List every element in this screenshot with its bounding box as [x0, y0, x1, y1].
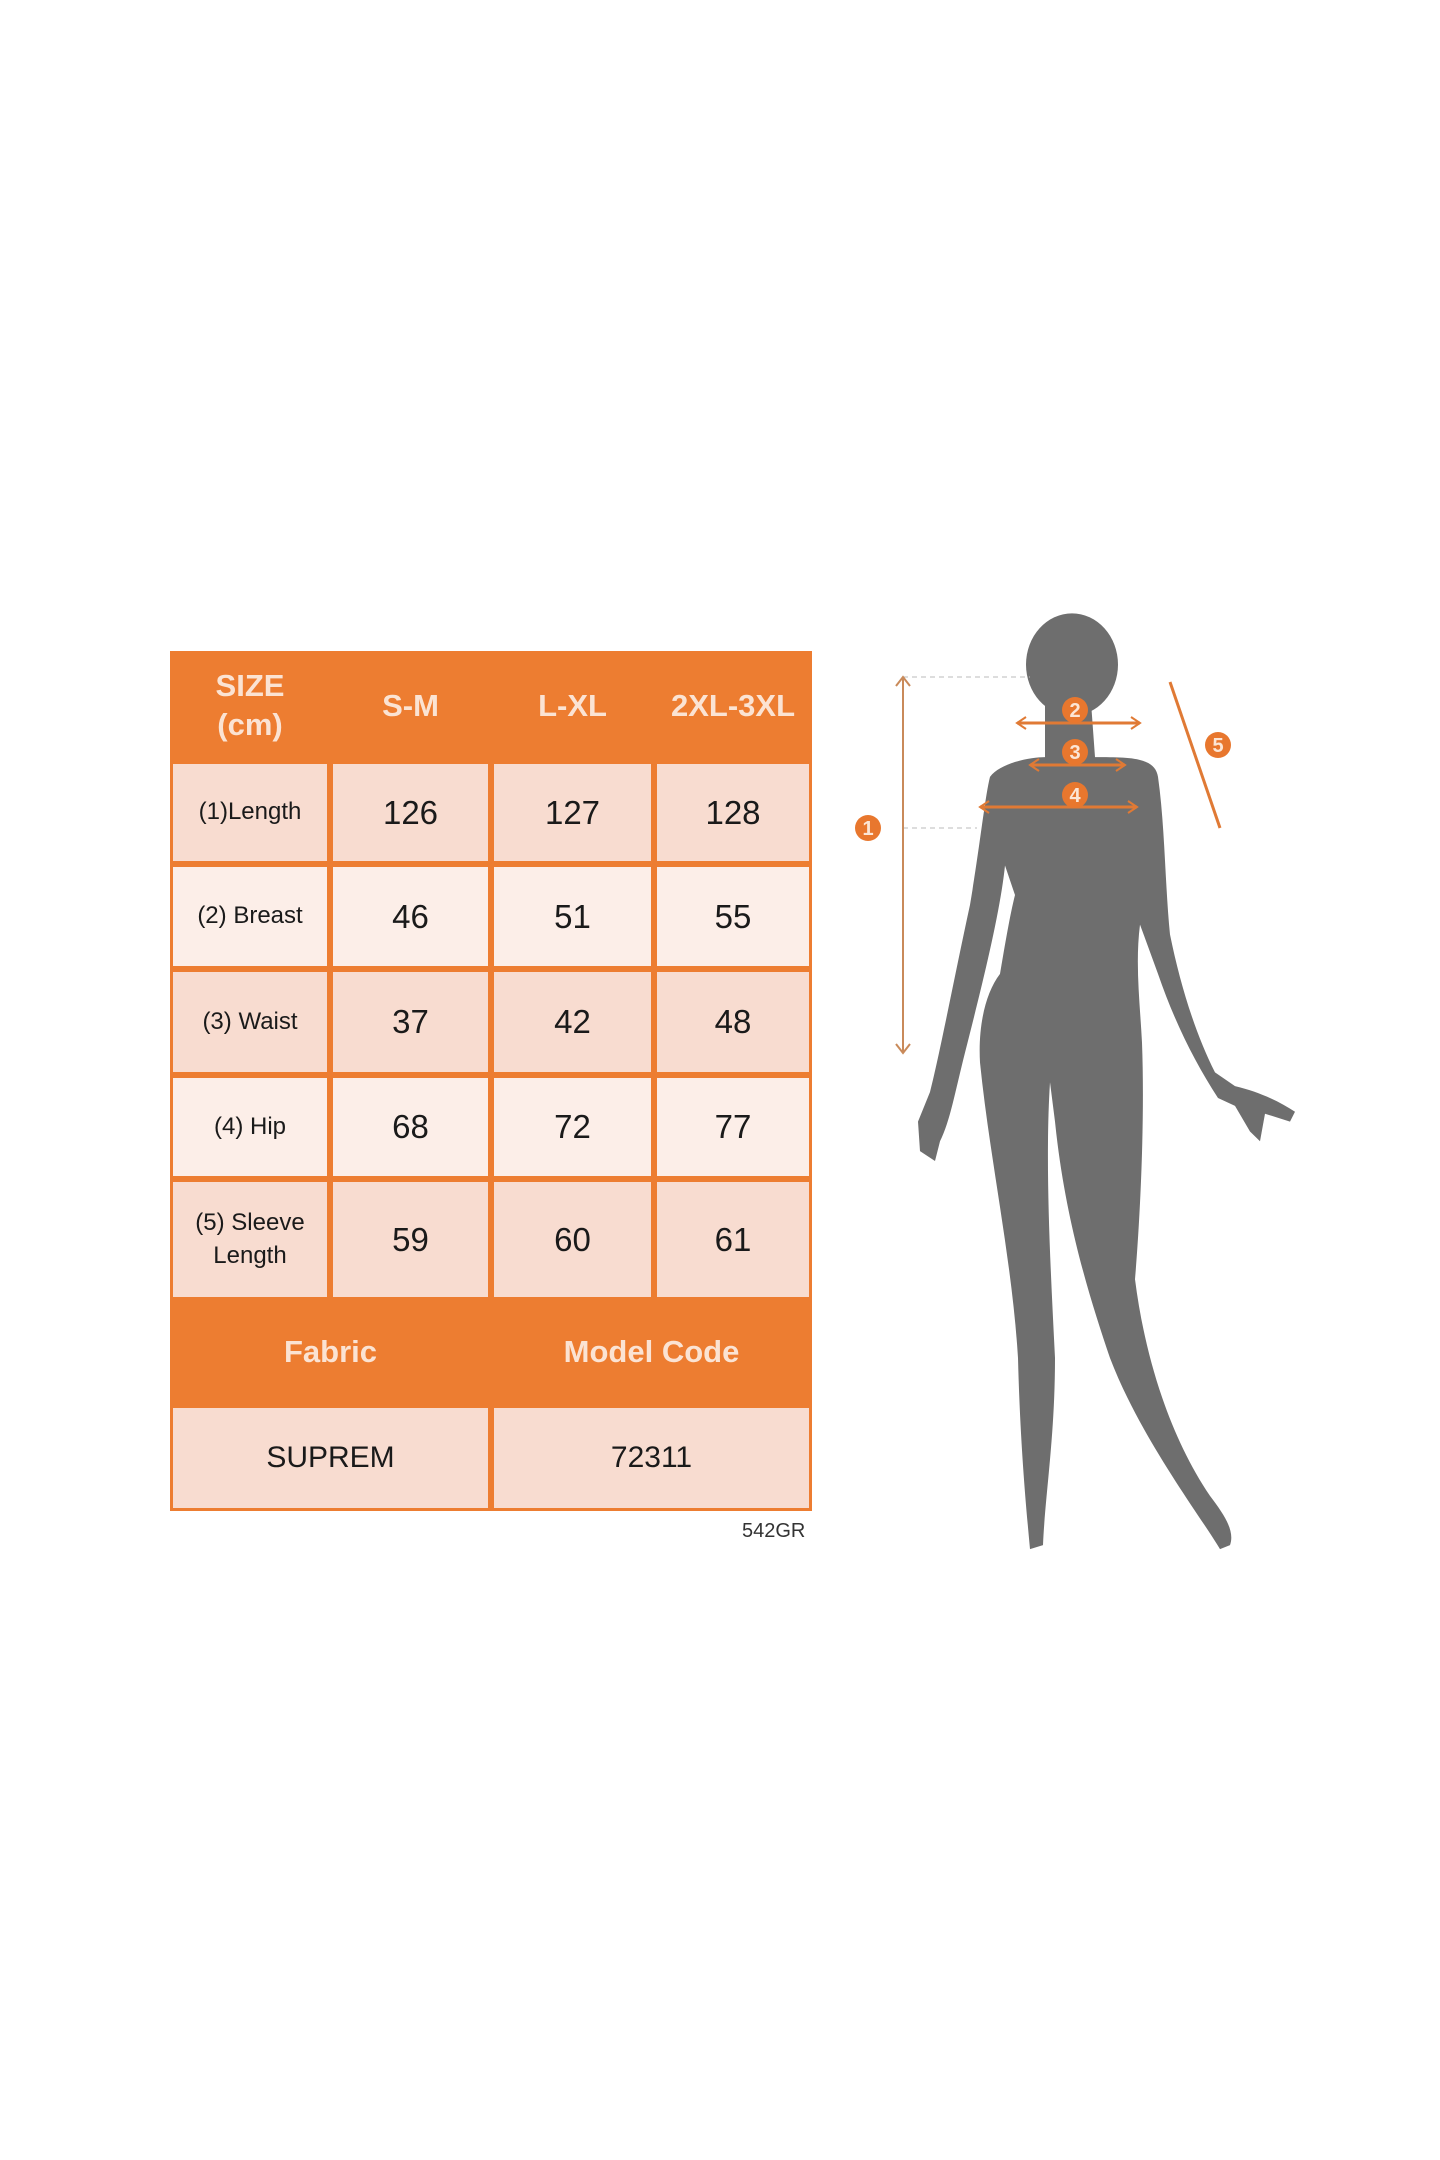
waist-arrowhead-right: [1115, 758, 1127, 772]
size-chart-table: SIZE (cm) S-M L-XL 2XL-3XL (1)Length 126 127 12…: [170, 651, 812, 1511]
badge-number: 4: [1069, 785, 1081, 807]
sleeve-arrow: [1168, 681, 1222, 829]
badge-number: 3: [1069, 742, 1080, 764]
size-value-cell: 128: [657, 764, 809, 861]
badge-2: 2: [1062, 697, 1088, 723]
waist-arrowhead-left: [1028, 758, 1040, 772]
header-cell: L-XL: [538, 687, 607, 723]
badge-number: 2: [1069, 700, 1080, 722]
row-label: (3) Waist: [173, 972, 327, 1072]
length-arrowhead-top: [895, 675, 911, 687]
hip-arrowhead-left: [978, 800, 990, 814]
size-value-cell: 72: [494, 1078, 651, 1176]
size-value-cell: 37: [333, 972, 488, 1072]
size-value-cell: 51: [494, 867, 651, 966]
size-value-cell: 60: [494, 1182, 651, 1297]
fabric-value: SUPREM: [173, 1408, 488, 1508]
size-value-cell: 48: [657, 972, 809, 1072]
size-value-cell: 55: [657, 867, 809, 966]
row-label: (5) Sleeve Length: [173, 1182, 327, 1297]
row-label: (1)Length: [173, 764, 327, 861]
badge-4: 4: [1062, 782, 1088, 808]
size-value-cell: 77: [657, 1078, 809, 1176]
row-label: (4) Hip: [173, 1078, 327, 1176]
size-value-cell: 68: [333, 1078, 488, 1176]
hip-arrowhead-right: [1127, 800, 1139, 814]
code-note: 542GR: [742, 1520, 806, 1542]
header-cell: 2XL-3XL: [670, 687, 796, 723]
badge-number: 1: [862, 818, 873, 840]
size-value-cell: 42: [494, 972, 651, 1072]
breast-arrowhead-right: [1130, 716, 1142, 730]
size-value-cell: 59: [333, 1182, 488, 1297]
badge-5: 5: [1205, 732, 1231, 758]
fabric-header: Fabric: [283, 1334, 378, 1370]
badge-3: 3: [1062, 739, 1088, 765]
header-cell: SIZE (cm): [215, 668, 285, 742]
breast-arrowhead-left: [1015, 716, 1027, 730]
header-cell: S-M: [382, 687, 439, 723]
body-silhouette: [918, 688, 1295, 1550]
model-code-header: Model Code: [563, 1334, 740, 1370]
size-value-cell: 127: [494, 764, 651, 861]
body-measurement-figure: 1 2 3 4 5: [855, 613, 1295, 1550]
badge-1: 1: [855, 815, 881, 841]
size-value-cell: 126: [333, 764, 488, 861]
length-arrowhead-bottom: [895, 1043, 911, 1055]
size-value-cell: 46: [333, 867, 488, 966]
row-label: (2) Breast: [173, 867, 327, 966]
size-value-cell: 61: [657, 1182, 809, 1297]
model-code-value: 72311: [494, 1408, 809, 1508]
badge-number: 5: [1212, 735, 1223, 757]
